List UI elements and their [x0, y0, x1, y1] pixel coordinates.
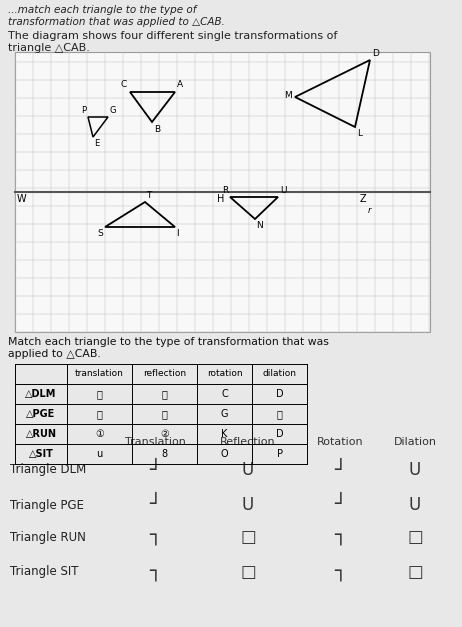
Text: ┐: ┐: [149, 562, 161, 581]
Text: K: K: [221, 429, 228, 439]
Text: ┘: ┘: [334, 460, 346, 480]
Text: D: D: [372, 49, 379, 58]
Text: U: U: [409, 461, 421, 479]
Text: u: u: [97, 449, 103, 459]
Text: rotation: rotation: [207, 369, 242, 379]
Text: P: P: [81, 106, 86, 115]
Text: Match each triangle to the type of transformation that was
applied to △CAB.: Match each triangle to the type of trans…: [8, 337, 329, 359]
Text: Ⓐ: Ⓐ: [97, 389, 103, 399]
Text: △SIT: △SIT: [29, 449, 54, 459]
Text: N: N: [256, 221, 263, 230]
Text: Translation: Translation: [125, 437, 185, 447]
Text: D: D: [276, 429, 283, 439]
Text: G: G: [221, 409, 228, 419]
Text: I: I: [176, 229, 179, 238]
Text: △PGE: △PGE: [26, 409, 55, 419]
Text: T: T: [146, 191, 152, 200]
Text: M: M: [284, 92, 292, 100]
Text: Rotation: Rotation: [316, 437, 363, 447]
Text: U: U: [409, 496, 421, 514]
Text: reflection: reflection: [143, 369, 186, 379]
Text: □: □: [240, 528, 256, 546]
Text: E: E: [94, 139, 99, 148]
Text: dilation: dilation: [262, 369, 297, 379]
Text: ...match each triangle to the type of: ...match each triangle to the type of: [8, 5, 196, 15]
Text: □: □: [407, 563, 423, 581]
Text: △RUN: △RUN: [25, 429, 56, 439]
Text: P: P: [276, 449, 282, 459]
Text: ⓒ: ⓒ: [97, 409, 103, 419]
Text: □: □: [407, 528, 423, 546]
Text: G: G: [109, 106, 116, 115]
Text: S: S: [97, 229, 103, 238]
Text: C: C: [221, 389, 228, 399]
Text: The diagram shows four different single transformations of
triangle △CAB.: The diagram shows four different single …: [8, 31, 337, 53]
Text: D: D: [276, 389, 283, 399]
Text: Triangle SIT: Triangle SIT: [10, 566, 79, 579]
Text: ┘: ┘: [334, 495, 346, 515]
Text: △DLM: △DLM: [25, 389, 57, 399]
Text: □: □: [240, 563, 256, 581]
Text: ⓑ: ⓑ: [162, 389, 167, 399]
Text: U: U: [242, 496, 254, 514]
Text: Triangle DLM: Triangle DLM: [10, 463, 86, 477]
Text: ②: ②: [160, 429, 169, 439]
Text: U: U: [242, 461, 254, 479]
Text: H: H: [218, 194, 225, 204]
Text: U: U: [280, 186, 286, 195]
Text: ┘: ┘: [149, 495, 161, 515]
Bar: [15, 52, 430, 332]
Text: Reflection: Reflection: [220, 437, 276, 447]
Text: r: r: [368, 206, 371, 215]
Text: O: O: [221, 449, 228, 459]
Text: C: C: [121, 80, 127, 89]
Text: 8: 8: [161, 449, 168, 459]
Text: ┐: ┐: [149, 527, 161, 547]
Text: A: A: [177, 80, 183, 89]
Text: R: R: [222, 186, 228, 195]
Text: Z: Z: [359, 194, 366, 204]
Text: ⓓ: ⓓ: [162, 409, 167, 419]
Text: W: W: [17, 194, 27, 204]
Text: Dilation: Dilation: [394, 437, 437, 447]
Text: ┐: ┐: [334, 562, 346, 581]
Text: translation: translation: [75, 369, 124, 379]
Text: ⓗ: ⓗ: [277, 409, 282, 419]
Text: ①: ①: [95, 429, 104, 439]
Text: transformation that was applied to △CAB.: transformation that was applied to △CAB.: [8, 17, 225, 27]
Text: B: B: [154, 125, 160, 134]
Text: ┘: ┘: [149, 460, 161, 480]
Text: ┐: ┐: [334, 527, 346, 547]
Text: L: L: [357, 129, 362, 138]
Text: Triangle PGE: Triangle PGE: [10, 498, 84, 512]
Text: Triangle RUN: Triangle RUN: [10, 530, 86, 544]
